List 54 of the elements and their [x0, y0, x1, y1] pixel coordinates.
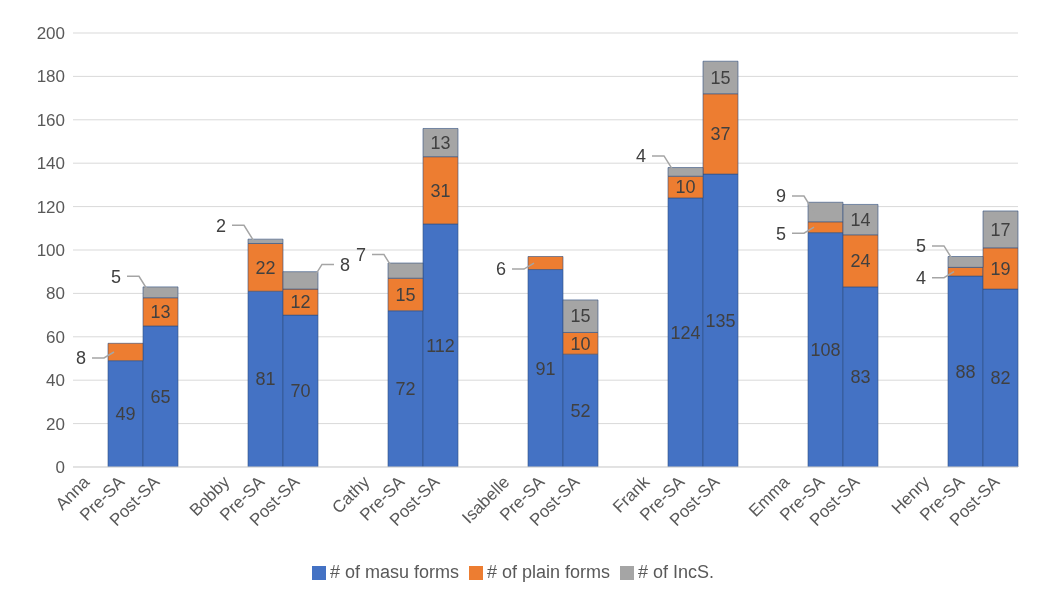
- data-label: 12: [290, 292, 311, 313]
- data-label: 135: [705, 310, 736, 331]
- data-label: 8: [340, 254, 351, 275]
- data-label: 24: [850, 251, 871, 272]
- data-label: 124: [670, 322, 701, 343]
- data-label: 9: [775, 186, 786, 207]
- data-label: 65: [150, 386, 171, 407]
- data-label: 83: [850, 367, 871, 388]
- data-label: 5: [915, 236, 926, 257]
- data-label: 10: [675, 177, 696, 198]
- data-label: 2: [215, 215, 226, 236]
- data-label: 8: [75, 348, 86, 369]
- data-label: 70: [290, 381, 311, 402]
- data-label: 72: [395, 379, 416, 400]
- legend-label: # of plain forms: [486, 562, 611, 582]
- data-label: 52: [570, 400, 591, 421]
- y-tick-label: 60: [46, 327, 65, 347]
- data-label: 5: [110, 266, 121, 287]
- data-label: 108: [810, 340, 841, 361]
- data-label: 91: [535, 358, 556, 379]
- legend-label: # of masu forms: [329, 562, 459, 582]
- data-label: 4: [635, 146, 646, 167]
- data-label: 4: [915, 268, 926, 288]
- data-label: 14: [850, 209, 871, 230]
- data-label: 5: [775, 223, 786, 244]
- data-label: 37: [710, 124, 731, 145]
- y-tick-label: 140: [36, 154, 65, 174]
- data-label: 13: [430, 132, 451, 153]
- y-tick-label: 20: [46, 414, 65, 434]
- data-label: 88: [955, 361, 976, 382]
- data-label: 6: [495, 259, 506, 280]
- data-label: 82: [990, 368, 1011, 389]
- data-label: 49: [115, 404, 136, 425]
- data-label: 19: [990, 258, 1011, 279]
- data-label: 7: [355, 244, 366, 265]
- y-tick-label: 200: [36, 24, 65, 44]
- y-tick-label: 80: [46, 284, 65, 304]
- y-tick-label: 180: [36, 67, 65, 87]
- data-label: 13: [150, 302, 171, 323]
- data-label: 17: [990, 219, 1011, 240]
- y-tick-label: 100: [36, 241, 65, 261]
- data-label: 112: [426, 335, 455, 356]
- y-tick-label: 120: [36, 197, 65, 217]
- data-label: 31: [430, 180, 451, 201]
- y-tick-label: 160: [36, 110, 65, 130]
- y-tick-label: 0: [55, 458, 65, 478]
- y-tick-label: 40: [46, 371, 65, 391]
- data-label: 81: [255, 369, 276, 390]
- data-label: 15: [570, 306, 591, 327]
- data-label: 15: [395, 284, 416, 305]
- data-label: 10: [570, 333, 591, 354]
- legend-label: # of IncS.: [638, 562, 715, 582]
- data-label: 22: [255, 257, 276, 278]
- data-label: 15: [710, 67, 731, 88]
